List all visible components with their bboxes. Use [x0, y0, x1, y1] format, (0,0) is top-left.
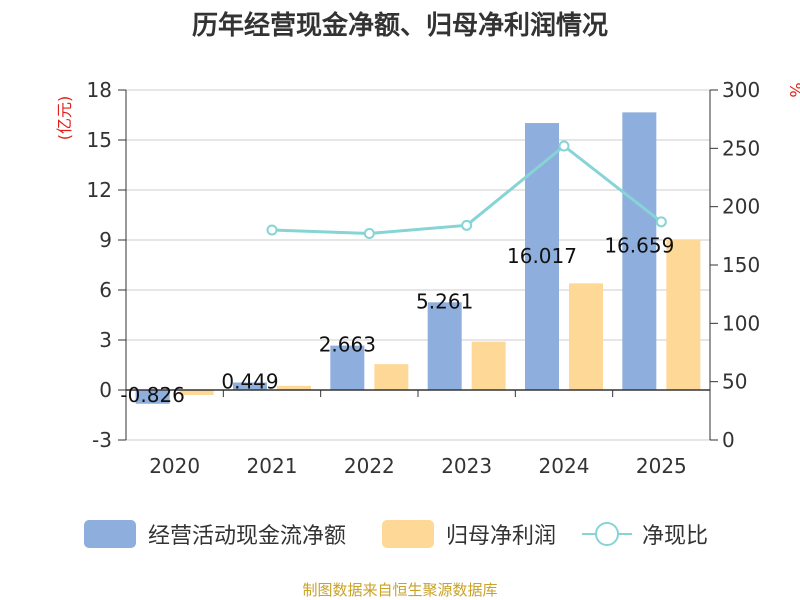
- ratio-line-series: [266, 140, 667, 239]
- left-tick-label: 15: [87, 128, 112, 152]
- left-tick-label: 9: [99, 228, 112, 252]
- right-tick-label: 50: [722, 370, 747, 394]
- bar-cash: [427, 302, 462, 390]
- legend-label-profit: 归母净利润: [446, 524, 556, 549]
- left-tick-label: 6: [99, 278, 112, 302]
- left-axis-unit: (亿元): [55, 96, 74, 141]
- right-tick-label: 250: [722, 136, 760, 160]
- bar-profit: [471, 341, 506, 390]
- left-axis: -3 0 3 6 9 12 15 18: [87, 78, 127, 452]
- data-label-cash: 0.449: [221, 370, 278, 394]
- right-tick-label: 300: [722, 78, 760, 102]
- left-tick-label: -3: [92, 428, 112, 452]
- x-tick-label: 2024: [539, 454, 590, 478]
- right-tick-label: 150: [722, 253, 760, 277]
- left-tick-label: 3: [99, 328, 112, 352]
- left-tick-label: 0: [99, 378, 112, 402]
- bar-cash: [233, 382, 267, 390]
- x-axis: 2020 2021 2022 2023 2024 2025: [125, 389, 711, 478]
- data-label-cash: 16.017: [507, 244, 577, 268]
- x-tick-label: 2022: [344, 454, 395, 478]
- legend-label-ratio: 净现比: [642, 524, 708, 549]
- data-labels: -0.826 0.449 2.663 5.261 16.017 16.659: [120, 233, 674, 407]
- bar-profit: [374, 364, 409, 390]
- bar-series: [135, 112, 701, 404]
- bar-profit: [569, 283, 603, 390]
- chart-title: 历年经营现金净额、归母净利润情况: [192, 10, 608, 41]
- legend: 经营活动现金流净额 归母净利润 净现比: [84, 520, 708, 549]
- right-tick-label: 0: [722, 428, 735, 452]
- bar-cash: [525, 123, 559, 391]
- x-tick-label: 2023: [441, 454, 492, 478]
- left-tick-label: 12: [87, 178, 112, 202]
- legend-swatch-cash: [84, 520, 136, 548]
- right-axis-unit: %: [786, 82, 800, 97]
- legend-marker-ratio: [595, 522, 619, 546]
- bar-cash: [135, 390, 170, 404]
- bar-cash: [330, 345, 365, 390]
- left-tick-label: 18: [87, 78, 112, 102]
- bar-profit: [277, 385, 311, 390]
- ratio-point: [266, 224, 278, 236]
- bar-profit: [179, 390, 214, 395]
- x-tick-label: 2020: [149, 454, 200, 478]
- ratio-point: [558, 140, 570, 152]
- ratio-point: [363, 228, 375, 239]
- x-tick-label: 2021: [247, 454, 298, 478]
- right-tick-label: 200: [722, 195, 760, 219]
- data-label-cash: -0.826: [120, 383, 184, 407]
- bar-cash: [622, 112, 657, 390]
- data-label-cash: 16.659: [604, 233, 674, 257]
- legend-label-cash: 经营活动现金流净额: [148, 524, 346, 549]
- bar-profit: [666, 240, 701, 390]
- legend-swatch-profit: [382, 520, 434, 548]
- data-label-cash: 2.663: [319, 333, 376, 357]
- right-axis: 0 50 100 150 200 250 300: [709, 78, 760, 452]
- source-note: 制图数据来自恒生聚源数据库: [302, 581, 497, 599]
- data-label-cash: 5.261: [416, 289, 473, 313]
- ratio-point: [655, 216, 667, 228]
- ratio-point: [461, 219, 473, 231]
- x-tick-label: 2025: [636, 454, 687, 478]
- right-tick-label: 100: [722, 311, 760, 335]
